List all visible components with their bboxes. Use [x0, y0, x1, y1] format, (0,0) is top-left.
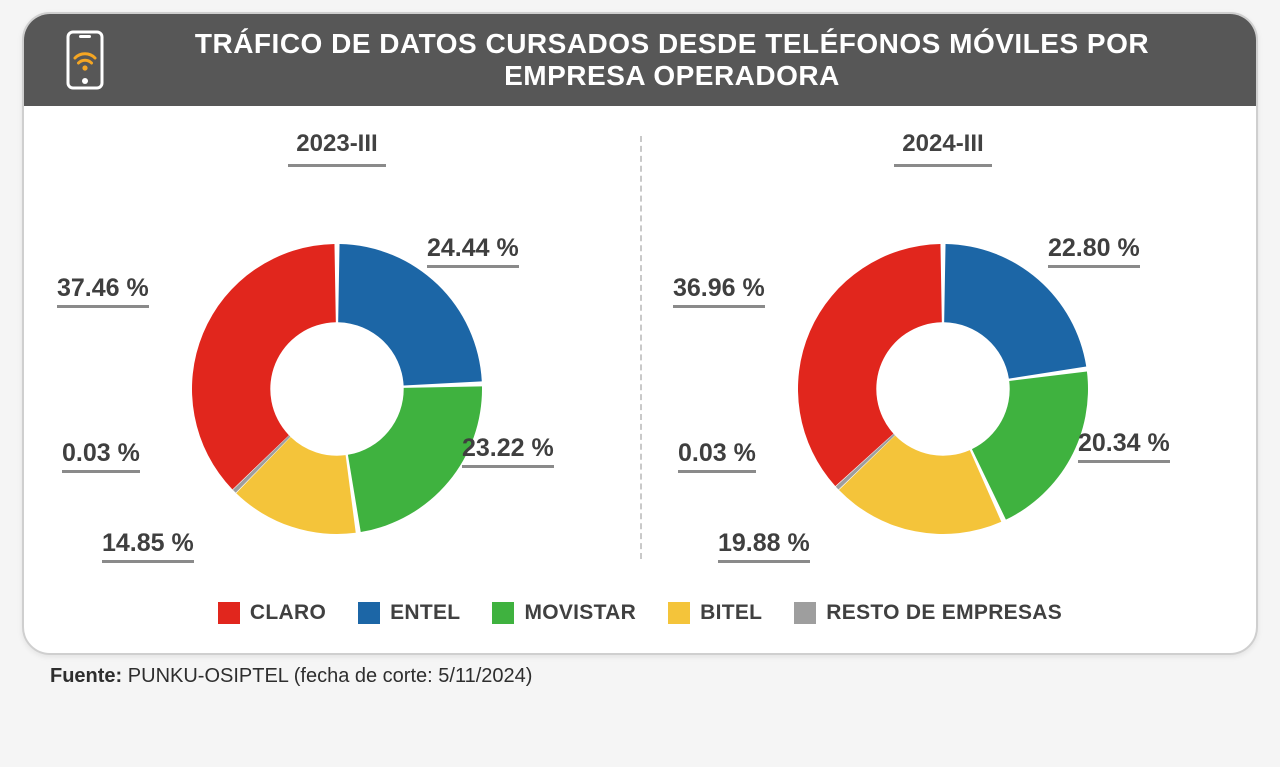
slice-label: 19.88 % — [718, 529, 810, 563]
legend-item: CLARO — [218, 601, 326, 625]
donut-chart-0: 24.44 % 23.22 % 14.85 % 0.03 % 37.46 % — [57, 179, 617, 579]
donut-slice — [798, 244, 942, 486]
legend-swatch — [218, 602, 240, 624]
legend-item: MOVISTAR — [492, 601, 636, 625]
legend: CLARO ENTEL MOVISTAR BITEL RESTO DE EMPRESAS — [24, 589, 1256, 653]
charts-row: 2023-III 24.44 % 23.22 % 14.85 % 0.03 % 37.4… — [24, 106, 1256, 589]
source-prefix: Fuente: — [50, 665, 122, 687]
slice-label: 20.34 % — [1078, 429, 1170, 463]
legend-item: RESTO DE EMPRESAS — [794, 601, 1062, 625]
slice-label: 0.03 % — [678, 439, 756, 473]
legend-label: CLARO — [250, 601, 326, 625]
period-label: 2023-III — [288, 126, 385, 167]
legend-swatch — [492, 602, 514, 624]
period-label: 2024-III — [894, 126, 991, 167]
slice-label: 14.85 % — [102, 529, 194, 563]
slice-label: 22.80 % — [1048, 234, 1140, 268]
source-text: PUNKU-OSIPTEL (fecha de corte: 5/11/2024… — [128, 665, 533, 687]
legend-swatch — [358, 602, 380, 624]
legend-label: ENTEL — [390, 601, 460, 625]
legend-swatch — [794, 602, 816, 624]
legend-label: MOVISTAR — [524, 601, 636, 625]
legend-label: RESTO DE EMPRESAS — [826, 601, 1062, 625]
legend-swatch — [668, 602, 690, 624]
slice-label: 23.22 % — [462, 434, 554, 468]
infographic-card: TRÁFICO DE DATOS CURSADOS DESDE TELÉFONO… — [22, 12, 1258, 655]
slice-label: 36.96 % — [673, 274, 765, 308]
header-title: TRÁFICO DE DATOS CURSADOS DESDE TELÉFONO… — [128, 28, 1216, 92]
source-line: Fuente: PUNKU-OSIPTEL (fecha de corte: 5… — [22, 655, 1258, 688]
slice-label: 37.46 % — [57, 274, 149, 308]
donut-chart-1: 22.80 % 20.34 % 19.88 % 0.03 % 36.96 % — [663, 179, 1223, 579]
header-bar: TRÁFICO DE DATOS CURSADOS DESDE TELÉFONO… — [24, 14, 1256, 106]
slice-label: 0.03 % — [62, 439, 140, 473]
chart-col-1: 2024-III 22.80 % 20.34 % 19.88 % 0.03 % 36.9… — [640, 126, 1246, 579]
legend-item: ENTEL — [358, 601, 460, 625]
legend-item: BITEL — [668, 601, 762, 625]
chart-col-0: 2023-III 24.44 % 23.22 % 14.85 % 0.03 % 37.4… — [34, 126, 640, 579]
slice-label: 24.44 % — [427, 234, 519, 268]
legend-label: BITEL — [700, 601, 762, 625]
phone-wifi-icon — [64, 30, 106, 90]
